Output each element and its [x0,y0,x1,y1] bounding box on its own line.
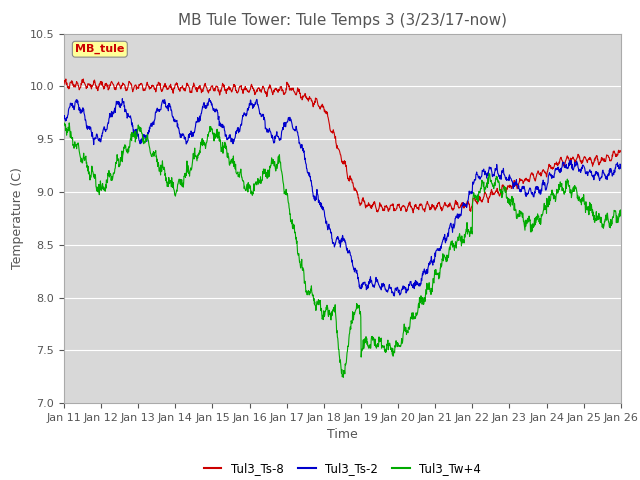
X-axis label: Time: Time [327,429,358,442]
Text: MB_tule: MB_tule [75,44,125,54]
Legend: Tul3_Ts-8, Tul3_Ts-2, Tul3_Tw+4: Tul3_Ts-8, Tul3_Ts-2, Tul3_Tw+4 [199,457,486,480]
Y-axis label: Temperature (C): Temperature (C) [11,168,24,269]
Title: MB Tule Tower: Tule Temps 3 (3/23/17-now): MB Tule Tower: Tule Temps 3 (3/23/17-now… [178,13,507,28]
